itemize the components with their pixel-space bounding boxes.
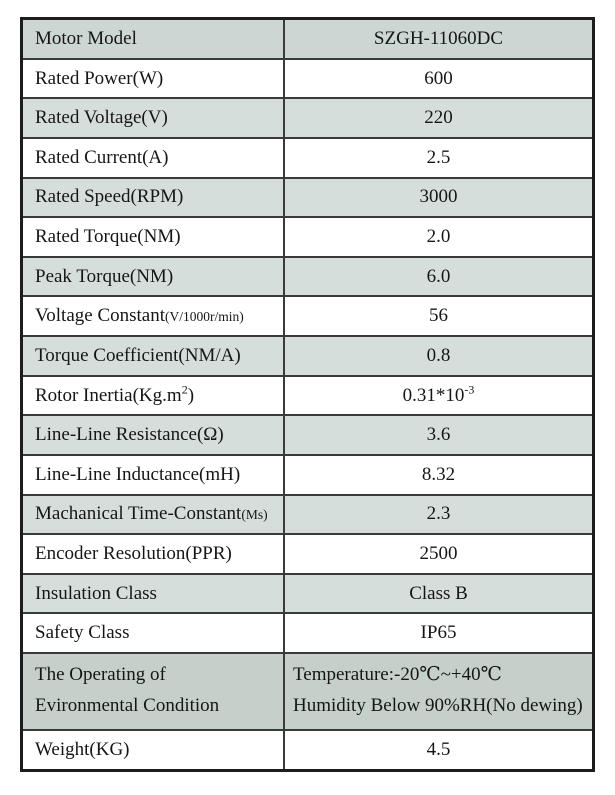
spec-label: Rated Current(A) [35,146,169,168]
spec-value: 3000 [419,186,458,208]
spec-label: Line-Line Resistance(Ω) [35,424,224,446]
spec-label-cell: Rated Speed(RPM) [23,178,285,217]
spec-label-unit: (V/1000r/min) [165,309,244,325]
table-row-mechanical-time-constant: Machanical Time-Constant(Ms) 2.3 [23,493,592,534]
spec-value: 0.8 [426,344,451,366]
spec-label: Rotor Inertia(Kg.m2) [35,382,195,406]
table-row-encoder-resolution: Encoder Resolution(PPR) 2500 [23,533,592,573]
table-row-rated-speed: Rated Speed(RPM) 3000 [23,176,592,217]
spec-label: Voltage Constant(V/1000r/min) [35,305,244,327]
spec-value-cell: 0.8 [285,337,592,375]
spec-value: 600 [424,67,453,89]
table-row-rated-power: Rated Power(W) 600 [23,57,592,98]
table-row-motor-model: Motor Model SZGH-11060DC [23,20,592,58]
spec-value-cell: 0.31*10-3 [285,377,592,415]
spec-label: Torque Coefficient(NM/A) [35,344,241,366]
spec-value: 220 [424,107,453,129]
spec-label-cell: Rated Voltage(V) [23,99,285,137]
table-row-environmental-condition: The Operating of Evironmental Condition … [23,652,592,730]
table-row-peak-torque: Peak Torque(NM) 6.0 [23,255,592,296]
spec-label-cell: The Operating of Evironmental Condition [23,654,285,730]
spec-label-cell: Rated Current(A) [23,138,285,177]
spec-value-cell: 220 [285,99,592,137]
spec-label: Rated Speed(RPM) [35,186,184,208]
spec-value: 2500 [419,543,458,565]
spec-value-cell: Class B [285,575,592,613]
spec-value: 2.3 [426,503,451,525]
spec-value-cell: 3.6 [285,416,592,454]
spec-label-cell: Peak Torque(NM) [23,257,285,296]
label-lines: The Operating of Evironmental Condition [35,654,277,729]
superscript: 2 [181,382,188,397]
spec-label-cell: Machanical Time-Constant(Ms) [23,495,285,534]
spec-label-cell: Rotor Inertia(Kg.m2) [23,376,285,415]
spec-value-cell: 56 [285,297,592,335]
spec-value-cell: 4.5 [285,731,592,769]
spec-value-cell: 2.0 [285,218,592,256]
spec-value-cell: IP65 [285,614,592,652]
spec-value: 0.31*10-3 [402,382,475,406]
spec-label-cell: Torque Coefficient(NM/A) [23,337,285,375]
spec-label-cell: Line-Line Resistance(Ω) [23,416,285,454]
table-row-rotor-inertia: Rotor Inertia(Kg.m2) 0.31*10-3 [23,374,592,415]
superscript: -3 [464,382,475,397]
spec-label: Rated Voltage(V) [35,107,168,129]
spec-label: Safety Class [35,622,130,644]
spec-value-cell: Temperature:-20℃~+40℃ Humidity Below 90%… [285,654,592,729]
spec-label-cell: Motor Model [23,20,285,58]
spec-value: 2.0 [426,226,451,248]
spec-label-cell: Encoder Resolution(PPR) [23,535,285,573]
table-row-rated-torque: Rated Torque(NM) 2.0 [23,216,592,256]
spec-label-unit: (Ms) [241,507,268,523]
spec-label: Machanical Time-Constant(Ms) [35,503,268,525]
spec-value-cell: 2.5 [285,139,592,177]
spec-value-cell: 600 [285,60,592,98]
spec-label: Motor Model [35,27,137,49]
spec-value: 56 [429,305,448,327]
spec-value: 4.5 [426,739,451,761]
spec-value: 8.32 [421,463,456,485]
spec-value-line: Humidity Below 90%RH(No dewing) [293,695,583,717]
table-row-safety-class: Safety Class IP65 [23,612,592,652]
table-row-rated-current: Rated Current(A) 2.5 [23,136,592,177]
spec-label-cell: Line-Line Inductance(mH) [23,455,285,494]
table-row-line-inductance: Line-Line Inductance(mH) 8.32 [23,453,592,494]
table-row-rated-voltage: Rated Voltage(V) 220 [23,97,592,137]
spec-label-line: Evironmental Condition [35,695,220,717]
table-row-line-resistance: Line-Line Resistance(Ω) 3.6 [23,414,592,454]
spec-label: Encoder Resolution(PPR) [35,543,232,565]
table-row-torque-coefficient: Torque Coefficient(NM/A) 0.8 [23,335,592,375]
spec-value-cell: 8.32 [285,456,592,494]
spec-label-line: The Operating of [35,664,166,685]
spec-label-cell: Weight(KG) [23,731,285,769]
spec-value: 3.6 [426,424,451,446]
spec-label: Peak Torque(NM) [35,265,174,287]
table-row-insulation-class: Insulation Class Class B [23,572,592,613]
spec-label: Line-Line Inductance(mH) [35,463,241,485]
spec-label: Rated Power(W) [35,67,164,89]
motor-spec-table: Motor Model SZGH-11060DC Rated Power(W) … [20,17,595,772]
table-row-voltage-constant: Voltage Constant(V/1000r/min) 56 [23,295,592,335]
spec-label-cell: Rated Power(W) [23,59,285,98]
spec-value: SZGH-11060DC [373,27,504,49]
spec-value-cell: 2500 [285,535,592,573]
spec-value: Class B [409,582,468,604]
value-lines: Temperature:-20℃~+40℃ Humidity Below 90%… [293,654,588,729]
spec-label-cell: Rated Torque(NM) [23,218,285,256]
spec-value: 2.5 [426,146,451,168]
spec-label: Weight(KG) [35,739,130,761]
spec-label-cell: Insulation Class [23,574,285,613]
spec-label: Rated Torque(NM) [35,226,181,248]
spec-label-cell: Safety Class [23,614,285,652]
spec-label: Insulation Class [35,582,157,604]
spec-value: 6.0 [426,265,451,287]
table-row-weight: Weight(KG) 4.5 [23,729,592,769]
spec-value: IP65 [420,622,457,644]
spec-value-cell: 6.0 [285,258,592,296]
spec-label-cell: Voltage Constant(V/1000r/min) [23,297,285,335]
spec-value-cell: 2.3 [285,496,592,534]
spec-value-cell: 3000 [285,179,592,217]
spec-value-line: Temperature:-20℃~+40℃ [293,664,502,685]
spec-value-cell: SZGH-11060DC [285,20,592,58]
